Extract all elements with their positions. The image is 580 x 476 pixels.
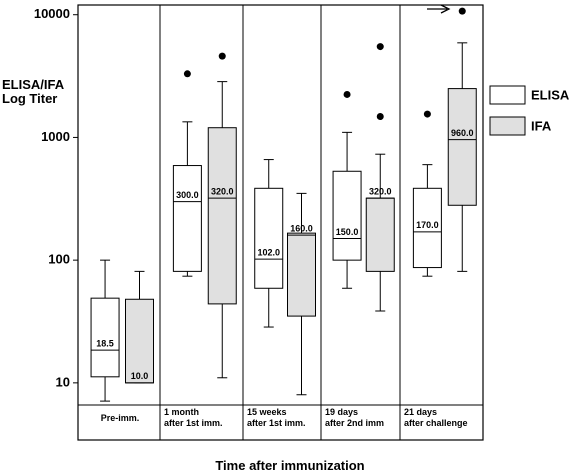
box (332, 170, 362, 261)
box (90, 297, 120, 378)
median-label: 300.0 (176, 190, 199, 200)
outlier (423, 110, 431, 118)
box (447, 88, 477, 206)
outlier (343, 90, 351, 98)
plot-frame (77, 4, 484, 441)
median-label: 170.0 (416, 220, 439, 230)
x-tick-label: 15 weeks after 1st imm. (247, 407, 306, 428)
legend-label: ELISA (531, 87, 570, 102)
outlier (183, 70, 191, 78)
outlier (376, 113, 384, 121)
box (207, 127, 237, 305)
x-tick-label: 19 days after 2nd imm (325, 407, 385, 428)
x-tick-label: Pre-imm. (100, 413, 140, 423)
median-label: 150.0 (336, 227, 359, 237)
median-label: 320.0 (369, 187, 392, 197)
legend-label: IFA (531, 118, 552, 133)
outlier (218, 52, 226, 60)
x-tick-label: 21 days after challenge (404, 407, 468, 428)
legend-swatch (489, 85, 526, 105)
outlier (376, 43, 384, 51)
median-label: 102.0 (257, 247, 280, 257)
arrow-head (440, 4, 451, 14)
y-tick-label: 100 (48, 252, 70, 267)
box (172, 165, 202, 272)
box (412, 187, 442, 269)
median-label: 160.0 (290, 223, 313, 233)
box (254, 187, 284, 289)
median-label: 10.0 (131, 371, 149, 381)
y-axis-title: ELISA/IFA Log Titer (2, 77, 65, 106)
x-axis-title: Time after immunization (215, 458, 365, 473)
median-label: 320.0 (211, 187, 234, 197)
box (287, 232, 316, 317)
y-tick-label: 1000 (41, 129, 70, 144)
box (365, 197, 395, 272)
x-tick-label: 1 month after 1st imm. (164, 407, 223, 428)
outlier (458, 7, 466, 15)
legend-swatch (489, 116, 526, 136)
y-tick-label: 10000 (34, 6, 70, 21)
median-label: 960.0 (451, 128, 474, 138)
y-tick-label: 10 (56, 374, 70, 389)
median-label: 18.5 (96, 338, 114, 348)
